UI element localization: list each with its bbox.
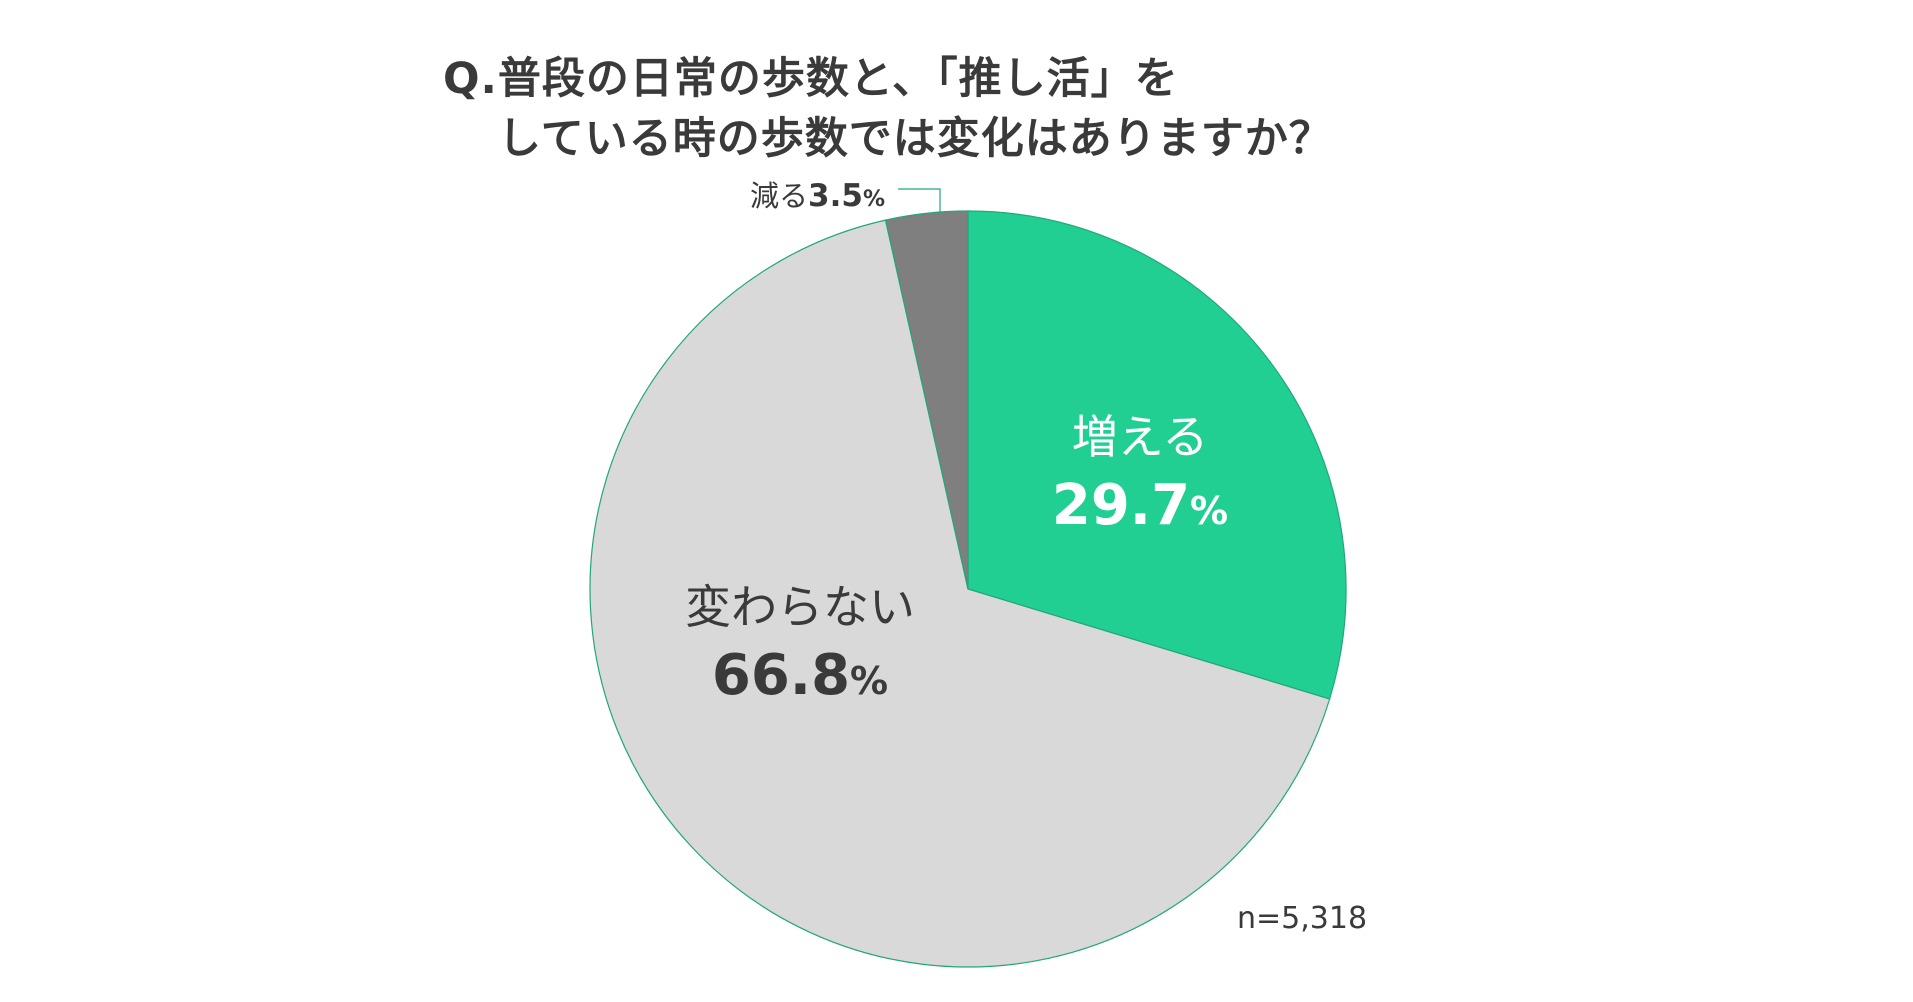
callout-leader-line (898, 188, 941, 214)
chart-title-line-1: Q.普段の日常の歩数と、「推し活」を (443, 54, 1179, 104)
pie-slice (884, 210, 969, 590)
pie-slice (589, 219, 1331, 968)
pie-slice (967, 210, 1347, 700)
slice-value-label: 29.7% (1052, 473, 1228, 538)
slice-label: 増える (1072, 410, 1209, 464)
sample-size-note: n=5,318 (1237, 901, 1367, 936)
slice-label: 変わらない (685, 580, 915, 634)
chart-title-line-2: している時の歩数では変化はありますか？ (498, 114, 1333, 164)
slice-value-label: 66.8% (712, 643, 888, 708)
slice-callout-label: 減る3.5% (750, 178, 885, 214)
